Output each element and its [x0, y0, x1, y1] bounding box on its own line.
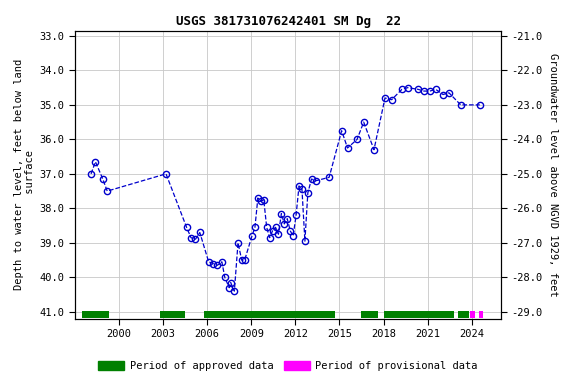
Title: USGS 381731076242401 SM Dg  22: USGS 381731076242401 SM Dg 22	[176, 15, 400, 28]
Bar	[458, 311, 469, 318]
Bar	[160, 311, 185, 318]
Bar	[384, 311, 454, 318]
Bar	[82, 311, 109, 318]
Legend: Period of approved data, Period of provisional data: Period of approved data, Period of provi…	[94, 357, 482, 375]
Bar	[470, 311, 475, 318]
Y-axis label: Groundwater level above NGVD 1929, feet: Groundwater level above NGVD 1929, feet	[548, 53, 558, 296]
Bar	[362, 311, 378, 318]
Y-axis label: Depth to water level, feet below land
 surface: Depth to water level, feet below land su…	[14, 59, 35, 290]
Bar	[479, 311, 483, 318]
Bar	[204, 311, 335, 318]
